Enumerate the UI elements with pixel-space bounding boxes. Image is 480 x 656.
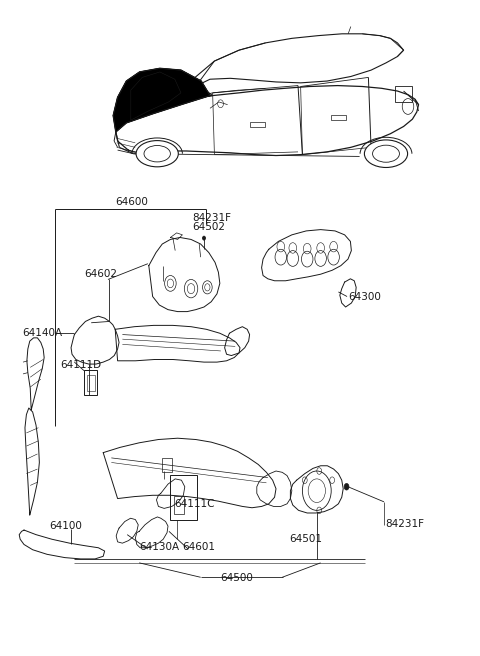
Ellipse shape — [372, 145, 399, 162]
Polygon shape — [113, 68, 210, 132]
Bar — [174, 496, 184, 514]
Text: 64111D: 64111D — [60, 360, 101, 370]
Bar — [331, 115, 347, 120]
Ellipse shape — [144, 146, 170, 162]
Text: 64600: 64600 — [115, 197, 148, 207]
Text: 64500: 64500 — [220, 573, 252, 583]
Ellipse shape — [364, 140, 408, 167]
Bar — [395, 85, 412, 102]
Text: 64100: 64100 — [49, 522, 82, 531]
Text: 64602: 64602 — [84, 270, 117, 279]
Text: 64130A: 64130A — [139, 543, 180, 552]
Circle shape — [344, 483, 349, 490]
Text: 64300: 64300 — [348, 291, 381, 302]
Bar — [84, 370, 97, 395]
Text: 84231F: 84231F — [385, 520, 424, 529]
Text: 64111C: 64111C — [174, 499, 214, 509]
Text: 84231F: 84231F — [192, 213, 231, 223]
Bar — [250, 122, 265, 127]
Circle shape — [203, 236, 205, 240]
Bar — [162, 458, 172, 472]
Ellipse shape — [136, 140, 179, 167]
Text: 64501: 64501 — [289, 535, 322, 544]
Polygon shape — [131, 72, 181, 120]
Bar — [170, 475, 197, 520]
Text: 64502: 64502 — [192, 222, 225, 232]
Text: 64140A: 64140A — [23, 328, 63, 338]
Bar — [87, 375, 95, 391]
Text: 64601: 64601 — [182, 543, 216, 552]
